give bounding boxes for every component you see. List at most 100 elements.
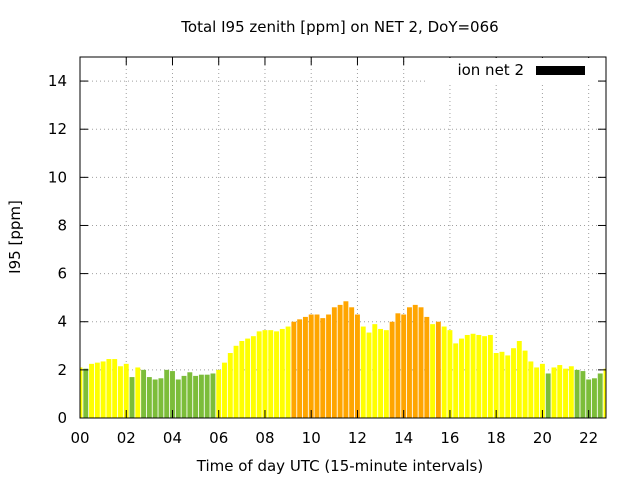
bar [239, 340, 245, 418]
bar [158, 378, 164, 418]
x-tick-label: 10 [302, 429, 321, 447]
x-tick-label: 22 [579, 429, 598, 447]
bar [349, 307, 355, 418]
bar [320, 318, 326, 418]
bar [568, 366, 574, 418]
bar [250, 336, 256, 418]
bar [591, 378, 597, 418]
bar [383, 330, 389, 418]
bar [193, 375, 199, 418]
bar [499, 351, 505, 418]
bar [516, 340, 522, 418]
y-tick-label: 0 [57, 409, 67, 427]
bar [447, 330, 453, 418]
bar [274, 331, 279, 418]
x-tick-label: 00 [70, 429, 89, 447]
bar [302, 316, 308, 418]
bar [187, 372, 193, 418]
bar [372, 324, 378, 418]
bar [314, 314, 320, 418]
bar [164, 369, 170, 418]
x-tick-label: 02 [117, 429, 136, 447]
bar [505, 355, 511, 418]
x-tick-label: 18 [487, 429, 506, 447]
bar [424, 316, 430, 418]
x-tick-label: 12 [348, 429, 367, 447]
bar [100, 361, 106, 418]
bar [395, 313, 401, 418]
bar [603, 368, 606, 418]
x-axis-label: Time of day UTC (15-minute intervals) [196, 457, 483, 475]
bar [522, 350, 528, 418]
bar [378, 328, 384, 418]
bar [366, 332, 372, 418]
bar [245, 338, 251, 418]
bar [574, 369, 580, 418]
y-tick-label: 14 [48, 72, 67, 90]
bar [262, 330, 268, 418]
bar [198, 374, 204, 418]
bar [106, 359, 112, 418]
bar [545, 373, 551, 418]
grid [80, 57, 606, 418]
x-tick-label: 06 [209, 429, 228, 447]
bar [94, 362, 100, 418]
bar [291, 321, 297, 418]
bar [83, 368, 89, 418]
bar [401, 314, 407, 418]
bar [175, 379, 181, 418]
bar [407, 307, 412, 418]
bar [297, 319, 303, 418]
bar [222, 362, 227, 418]
legend: ion net 2 [428, 58, 598, 82]
bar [430, 324, 436, 418]
bar [459, 338, 464, 418]
bar [557, 365, 563, 418]
bar [580, 371, 586, 418]
bar [80, 367, 83, 418]
bar [453, 343, 459, 418]
bar [418, 307, 424, 418]
bar [256, 331, 262, 418]
y-tick-label: 10 [48, 168, 67, 186]
bar [487, 334, 493, 418]
legend-swatch [536, 66, 585, 75]
bar [470, 333, 476, 418]
bar [326, 314, 332, 418]
y-tick-label: 12 [48, 120, 67, 138]
x-tick-label: 20 [533, 429, 552, 447]
bar [511, 348, 516, 418]
bar [204, 374, 210, 418]
bar [343, 301, 349, 418]
x-axis-ticks: 00 02 04 06 08 10 12 14 16 18 20 22 [70, 57, 598, 447]
bar [279, 328, 285, 418]
bar [441, 326, 447, 418]
bar [331, 307, 337, 418]
bar [528, 361, 534, 418]
x-tick-label: 14 [394, 429, 413, 447]
bar [129, 377, 135, 418]
bar [135, 367, 141, 418]
y-tick-label: 8 [57, 216, 67, 234]
bar [586, 379, 592, 418]
bar [112, 359, 118, 418]
bar [539, 363, 545, 418]
legend-label: ion net 2 [457, 61, 524, 79]
bar [412, 304, 418, 418]
bar [181, 375, 187, 418]
bar [308, 314, 314, 418]
y-tick-label: 4 [57, 313, 67, 331]
bar [170, 371, 175, 418]
bar [551, 367, 557, 418]
y-tick-label: 2 [57, 361, 67, 379]
plot-frame [79, 56, 607, 419]
y-axis-ticks: 0 2 4 6 8 10 12 14 [48, 72, 606, 427]
x-tick-label: 16 [440, 429, 459, 447]
bar [141, 369, 147, 418]
bar [360, 326, 366, 418]
bar [123, 363, 129, 418]
bar [146, 377, 152, 418]
bar [389, 321, 395, 418]
bar [563, 368, 568, 418]
